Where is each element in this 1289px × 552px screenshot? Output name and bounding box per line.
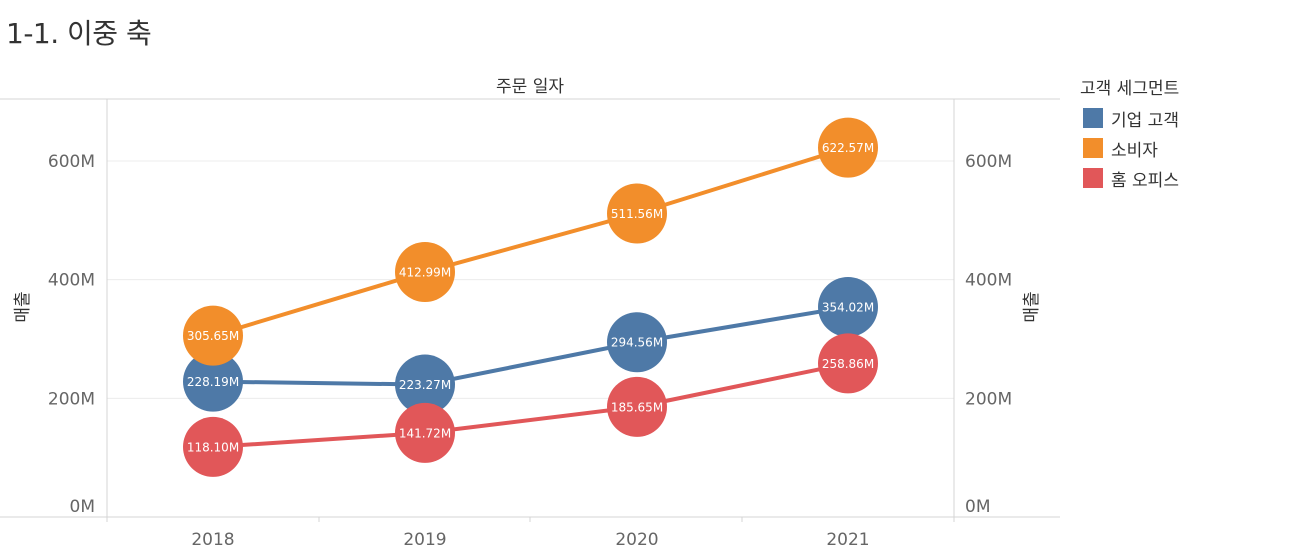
- data-label: 118.10M: [187, 440, 239, 454]
- x-axis-title: 주문 일자: [496, 77, 564, 97]
- data-point: [183, 351, 243, 412]
- series-line: [212, 361, 849, 449]
- x-tick-label: 2019: [403, 530, 446, 550]
- data-label: 258.86M: [822, 357, 874, 371]
- data-point: [395, 241, 455, 302]
- series-소비자: [212, 145, 849, 338]
- legend-swatch: [1083, 168, 1103, 188]
- data-point: [607, 183, 667, 244]
- y-tick-label-left: 600M: [48, 152, 95, 172]
- chart-title: 1-1. 이중 축: [6, 17, 152, 50]
- series-layer: 228.19M 223.27M 294.56M 354.02M 305.65M 412.9…: [183, 117, 878, 477]
- y-tick-label-right: 0M: [965, 497, 990, 517]
- legend-item[interactable]: 소비자: [1080, 133, 1179, 163]
- data-label: 354.02M: [822, 300, 874, 314]
- y-tick-label-right: 200M: [965, 389, 1012, 409]
- series-points-소비자: 305.65M 412.99M 511.56M 622.57M: [183, 117, 878, 366]
- series-points-기업 고객: 228.19M 223.27M 294.56M 354.02M: [183, 276, 878, 415]
- x-tick-label: 2018: [191, 530, 234, 550]
- data-point: [183, 416, 243, 477]
- y-axis-title-left: 매출: [13, 291, 33, 322]
- y-tick-label-left: 200M: [48, 389, 95, 409]
- data-point: [395, 402, 455, 463]
- series-line: [212, 145, 849, 338]
- data-point: [607, 312, 667, 373]
- series-기업 고객: [212, 304, 849, 387]
- y-tick-label-right: 400M: [965, 271, 1012, 291]
- data-label: 141.72M: [399, 426, 451, 440]
- data-point: [607, 376, 667, 437]
- legend-swatch: [1083, 138, 1103, 158]
- legend-label: 소비자: [1111, 140, 1158, 161]
- data-point: [818, 333, 878, 394]
- legend-label: 기업 고객: [1111, 110, 1179, 131]
- y-tick-label-left: 400M: [48, 271, 95, 291]
- dual-axis-line-chart: 주문 일자 매출 매출 0M 0M 200M 200M 400M 400M 600M 600M…: [0, 77, 1060, 550]
- data-label: 412.99M: [399, 265, 451, 279]
- data-label: 228.19M: [187, 375, 239, 389]
- series-points-홈 오피스: 118.10M 141.72M 185.65M 258.86M: [183, 333, 878, 477]
- y-tick-label-right: 600M: [965, 152, 1012, 172]
- legend-swatch: [1083, 108, 1103, 128]
- x-tick-label: 2020: [615, 530, 658, 550]
- data-point: [818, 276, 878, 337]
- series-line: [212, 304, 849, 387]
- legend-title: 고객 세그먼트: [1080, 79, 1180, 99]
- y-tick-label-left: 0M: [70, 497, 95, 517]
- legend-label: 홈 오피스: [1111, 170, 1179, 191]
- data-point: [183, 305, 243, 366]
- data-label: 223.27M: [399, 378, 451, 392]
- data-label: 511.56M: [611, 207, 663, 221]
- gridlines: [107, 160, 954, 399]
- y-axis-title-right: 매출: [1022, 291, 1042, 322]
- data-label: 622.57M: [822, 141, 874, 155]
- series-홈 오피스: [212, 361, 849, 449]
- data-label: 305.65M: [187, 329, 239, 343]
- data-label: 185.65M: [611, 400, 663, 414]
- x-tick-label: 2021: [826, 530, 869, 550]
- legend-item[interactable]: 기업 고객: [1080, 103, 1179, 133]
- data-point: [818, 117, 878, 178]
- legend-item[interactable]: 홈 오피스: [1080, 163, 1179, 193]
- data-point: [395, 354, 455, 415]
- chart-frame: [0, 98, 1060, 522]
- data-label: 294.56M: [611, 336, 663, 350]
- axis-ticks: 0M 0M 200M 200M 400M 400M 600M 600M 2018 2019 2020…: [48, 152, 1012, 550]
